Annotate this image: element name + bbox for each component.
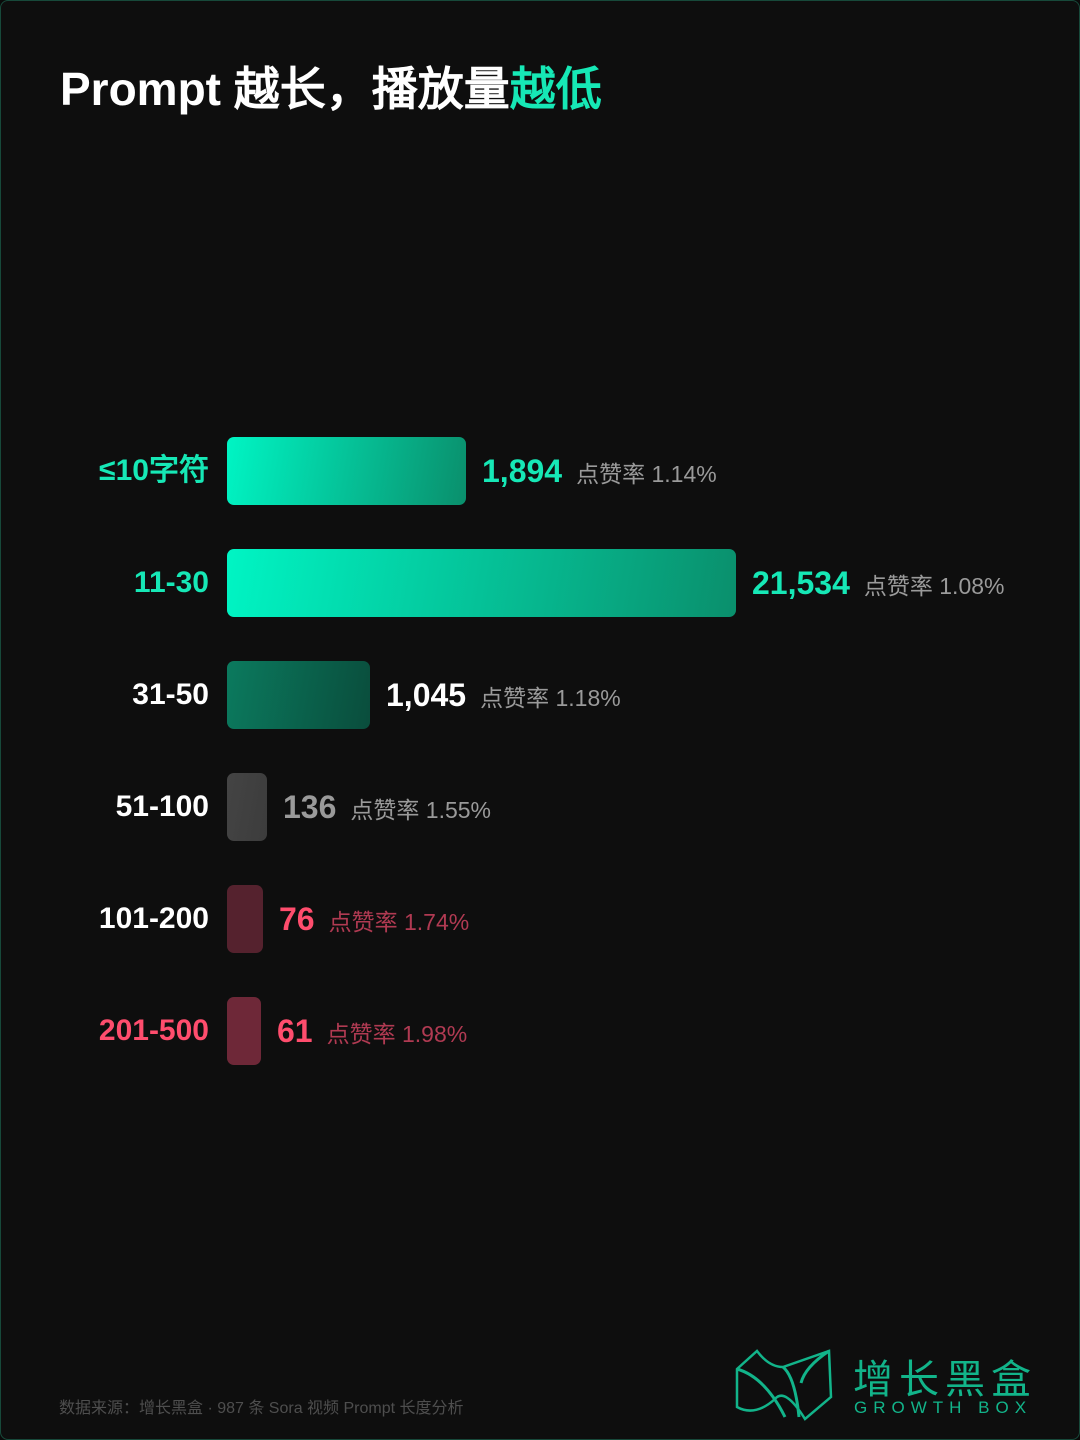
bar-row: 51-100 136 点赞率 1.55% — [1, 773, 1080, 841]
title-highlight: 越低 — [509, 63, 602, 115]
bar-row: ≤10字符 1,894 点赞率 1.14% — [1, 437, 1080, 505]
bar — [227, 885, 263, 953]
bar-row: 101-200 76 点赞率 1.74% — [1, 885, 1080, 953]
category-label: 31-50 — [132, 678, 209, 711]
category-label: 201-500 — [98, 1014, 209, 1047]
like-rate: 点赞率 1.98% — [327, 1021, 468, 1047]
like-rate-prefix: 点赞率 — [326, 1021, 402, 1047]
like-rate-prefix: 点赞率 — [576, 461, 652, 487]
like-rate: 点赞率 1.18% — [480, 685, 621, 711]
bar — [227, 661, 370, 729]
view-count: 1,894 — [482, 453, 563, 489]
value-label: 1,045 点赞率 1.18% — [386, 661, 621, 729]
like-rate-value: 1.55% — [425, 797, 491, 823]
bar — [227, 773, 267, 841]
title-main: Prompt 越长，播放量 — [60, 63, 510, 115]
bar-row: 201-500 61 点赞率 1.98% — [1, 997, 1080, 1065]
like-rate-prefix: 点赞率 — [863, 573, 940, 599]
value-label: 21,534 点赞率 1.08% — [752, 549, 1004, 617]
bar — [227, 437, 466, 505]
like-rate-value: 1.74% — [403, 909, 470, 935]
growth-box-logo-icon — [735, 1349, 833, 1421]
value-label: 136 点赞率 1.55% — [283, 773, 491, 841]
view-count: 1,045 — [386, 677, 467, 713]
view-count: 21,534 — [752, 565, 850, 601]
category-label: 101-200 — [98, 902, 209, 935]
like-rate-value: 1.14% — [651, 461, 717, 487]
like-rate: 点赞率 1.14% — [576, 461, 717, 487]
value-label: 76 点赞率 1.74% — [279, 885, 469, 953]
like-rate-value: 1.18% — [555, 685, 621, 711]
bar — [227, 997, 261, 1065]
bar-row: 31-50 1,045 点赞率 1.18% — [1, 661, 1080, 729]
like-rate-prefix: 点赞率 — [350, 797, 426, 823]
view-count: 136 — [283, 789, 337, 825]
bar — [227, 549, 736, 617]
page-title: Prompt 越长，播放量越低 — [60, 53, 602, 119]
like-rate-prefix: 点赞率 — [328, 909, 404, 935]
category-label: 11-30 — [133, 566, 209, 599]
like-rate-value: 1.08% — [939, 573, 1005, 599]
like-rate: 点赞率 1.08% — [864, 573, 1005, 599]
view-count: 76 — [279, 901, 315, 937]
bar-row: 11-30 21,534 点赞率 1.08% — [1, 549, 1080, 617]
like-rate: 点赞率 1.74% — [329, 909, 470, 935]
like-rate-value: 1.98% — [401, 1021, 468, 1047]
category-label: 51-100 — [115, 790, 209, 823]
like-rate-prefix: 点赞率 — [480, 685, 556, 711]
brand-name-en: GROWTH BOX — [854, 1398, 1033, 1417]
brand-name-cn: 增长黑盒 — [853, 1358, 1037, 1402]
like-rate: 点赞率 1.55% — [350, 797, 491, 823]
category-label: ≤10字符 — [99, 454, 209, 487]
view-count: 61 — [277, 1013, 313, 1049]
value-label: 1,894 点赞率 1.14% — [482, 437, 717, 505]
value-label: 61 点赞率 1.98% — [277, 997, 467, 1065]
data-source: 数据来源：增长黑盒 · 987 条 Sora 视频 Prompt 长度分析 — [59, 1400, 464, 1417]
